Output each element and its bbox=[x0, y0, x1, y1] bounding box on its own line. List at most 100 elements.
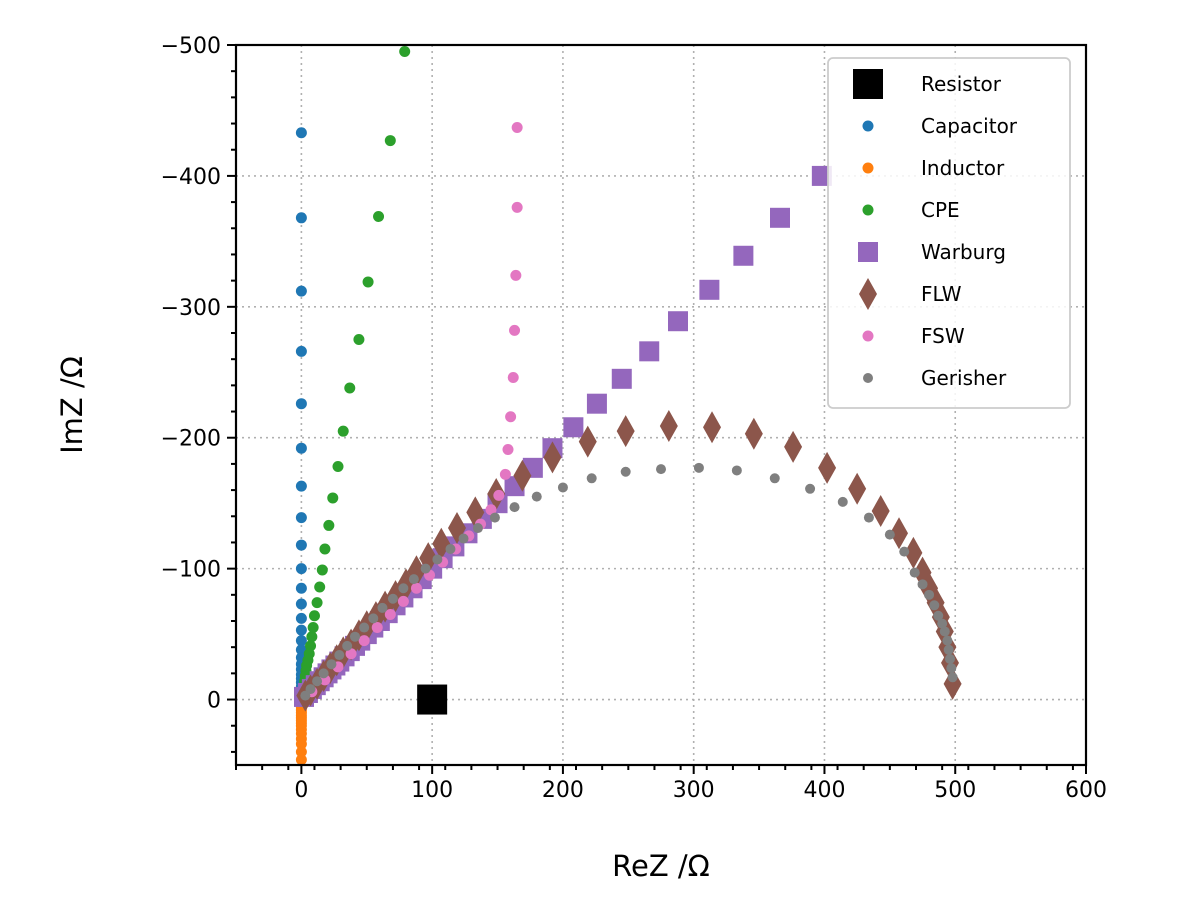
inductor-point bbox=[295, 746, 307, 758]
gerisher-point bbox=[863, 512, 874, 523]
cpe-point bbox=[319, 543, 331, 555]
legend-marker-cpe bbox=[862, 204, 874, 216]
gerisher-point bbox=[939, 626, 950, 637]
fsw-point bbox=[502, 444, 514, 456]
gerisher-point bbox=[408, 574, 419, 585]
fsw-point bbox=[507, 372, 519, 384]
capacitor-point bbox=[295, 612, 307, 624]
gerisher-point bbox=[731, 465, 742, 476]
series-gerisher bbox=[300, 462, 958, 701]
fsw-point bbox=[485, 504, 497, 516]
gerisher-point bbox=[531, 491, 542, 502]
capacitor-point bbox=[295, 624, 307, 636]
gerisher-point bbox=[312, 676, 323, 687]
fsw-point bbox=[510, 269, 522, 281]
gerisher-point bbox=[656, 464, 666, 475]
warburg-point bbox=[811, 165, 832, 186]
warburg-point bbox=[611, 368, 632, 389]
gerisher-point bbox=[377, 602, 388, 613]
gerisher-point bbox=[769, 473, 780, 484]
capacitor-point bbox=[295, 285, 307, 297]
y-axis-label: ImZ /Ω bbox=[55, 356, 89, 454]
gerisher-point bbox=[620, 466, 631, 477]
gerisher-point bbox=[300, 690, 311, 701]
flw-point bbox=[890, 517, 908, 550]
flw-point bbox=[578, 425, 597, 458]
x-tick-label: 100 bbox=[411, 778, 453, 803]
legend-box bbox=[827, 57, 1071, 409]
legend-marker-inductor bbox=[862, 162, 874, 174]
fsw-point bbox=[493, 489, 505, 501]
cpe-point bbox=[373, 210, 385, 222]
x-tick-label: 200 bbox=[542, 778, 584, 803]
capacitor-point bbox=[295, 635, 307, 647]
gerisher-point bbox=[318, 668, 329, 679]
flw-point bbox=[818, 451, 837, 484]
legend-label-gerisher: Gerisher bbox=[921, 366, 1007, 390]
x-axis-label: ReZ /Ω bbox=[612, 849, 710, 883]
warburg-point bbox=[586, 393, 607, 414]
gerisher-point bbox=[943, 644, 954, 655]
cpe-point bbox=[362, 276, 374, 288]
gerisher-point bbox=[334, 650, 345, 661]
flw-point bbox=[432, 527, 451, 560]
gerisher-point bbox=[398, 583, 409, 594]
flw-point bbox=[784, 430, 803, 463]
flw-point bbox=[703, 411, 721, 444]
inductor-point bbox=[295, 754, 307, 765]
x-tick-label: 0 bbox=[294, 778, 308, 803]
warburg-point bbox=[639, 341, 660, 362]
fsw-point bbox=[345, 648, 357, 660]
gerisher-point bbox=[458, 533, 469, 544]
legend-marker-fsw bbox=[862, 330, 874, 342]
gerisher-point bbox=[557, 482, 568, 493]
axis-ticks: 0 100 200 300 400 500 600 0 −100 −200 −300 −400 −500 bbox=[161, 34, 1107, 803]
gerisher-point bbox=[805, 483, 816, 494]
series-capacitor bbox=[295, 127, 307, 704]
cpe-point bbox=[311, 597, 323, 609]
legend-label-resistor: Resistor bbox=[921, 72, 1002, 96]
legend-label-warburg: Warburg bbox=[921, 240, 1006, 264]
legend-label-flw: FLW bbox=[921, 282, 962, 306]
cpe-point bbox=[344, 382, 356, 394]
x-tick-label: 600 bbox=[1065, 778, 1107, 803]
gerisher-point bbox=[489, 512, 500, 523]
fsw-point bbox=[505, 411, 517, 423]
flw-point bbox=[871, 495, 890, 528]
cpe-point bbox=[316, 564, 328, 576]
flw-point bbox=[543, 441, 562, 474]
series-layer bbox=[294, 46, 962, 765]
legend-marker-resistor bbox=[853, 69, 883, 99]
gerisher-point bbox=[472, 523, 483, 534]
flw-point bbox=[744, 417, 763, 450]
cpe-point bbox=[384, 135, 396, 147]
gerisher-point bbox=[359, 622, 370, 633]
gerisher-point bbox=[884, 529, 895, 540]
flw-point bbox=[904, 536, 923, 569]
y-tick-label: 0 bbox=[207, 689, 221, 714]
y-tick-label: −400 bbox=[161, 165, 221, 190]
legend-label-cpe: CPE bbox=[921, 198, 960, 222]
warburg-point bbox=[733, 245, 754, 266]
cpe-point bbox=[314, 581, 326, 593]
gerisher-point bbox=[917, 579, 928, 590]
gerisher-point bbox=[432, 554, 443, 565]
cpe-point bbox=[327, 492, 339, 504]
gerisher-point bbox=[933, 610, 944, 621]
capacitor-point bbox=[295, 480, 307, 492]
cpe-point bbox=[332, 461, 344, 473]
legend-label-capacitor: Capacitor bbox=[921, 114, 1018, 138]
capacitor-point bbox=[295, 539, 307, 551]
cpe-point bbox=[353, 334, 365, 346]
y-tick-label: −100 bbox=[161, 558, 221, 583]
legend-marker-capacitor bbox=[862, 120, 874, 132]
series-flw bbox=[296, 409, 962, 712]
gerisher-point bbox=[342, 640, 353, 651]
legend-marker-flw bbox=[859, 278, 877, 310]
data-points bbox=[294, 46, 962, 765]
fsw-point bbox=[397, 595, 409, 607]
fsw-point bbox=[499, 468, 511, 480]
gerisher-point bbox=[445, 544, 456, 554]
warburg-point bbox=[770, 207, 790, 228]
warburg-point bbox=[563, 417, 584, 438]
